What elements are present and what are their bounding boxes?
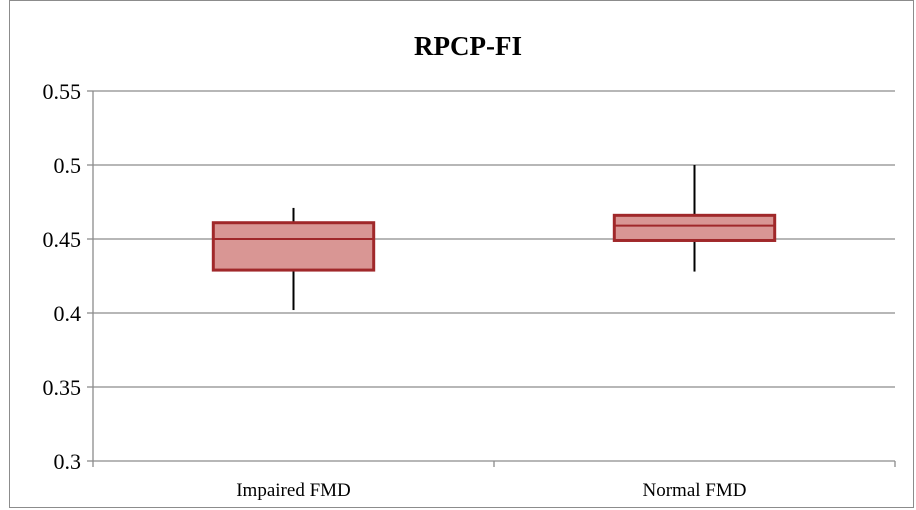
boxes (211, 165, 777, 311)
x-axis: Impaired FMD Normal FMD (92, 91, 896, 501)
box-2 (612, 165, 777, 272)
y-tick-label: 0.35 (43, 375, 82, 400)
box-1 (211, 207, 376, 311)
x-tick-label: Normal FMD (643, 480, 747, 501)
y-tick-label: 0.4 (54, 301, 82, 326)
chart-frame (9, 0, 914, 508)
y-axis-ticks: 0.3 0.35 0.4 0.45 0.5 0.55 (43, 79, 82, 474)
box-iqr (612, 213, 777, 242)
y-tick-label: 0.55 (43, 79, 82, 104)
y-tick-label: 0.5 (54, 153, 82, 178)
y-tick-label: 0.45 (43, 227, 82, 252)
x-tick-label: Impaired FMD (236, 480, 351, 501)
chart-title: RPCP-FI (414, 31, 522, 61)
box-iqr (211, 221, 376, 272)
gridlines (87, 90, 895, 462)
y-tick-label: 0.3 (54, 449, 82, 474)
